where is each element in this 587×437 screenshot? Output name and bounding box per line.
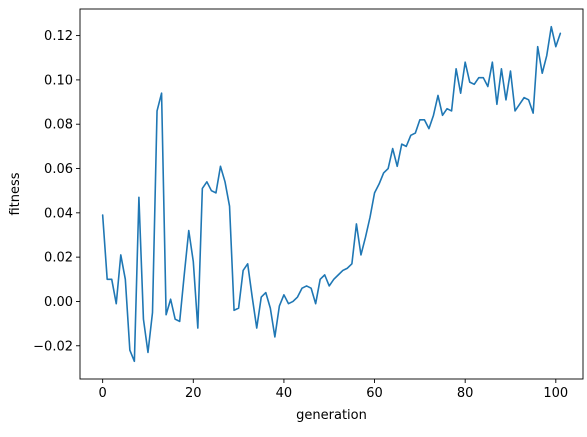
y-tick-label: −0.02 (33, 339, 73, 354)
x-tick-label: 0 (99, 386, 107, 401)
y-tick-label: 0.12 (44, 29, 73, 44)
x-tick-label: 20 (185, 386, 202, 401)
x-axis-ticks: 0 20 40 60 80 100 (99, 379, 568, 401)
y-tick-label: 0.08 (44, 118, 73, 133)
y-tick-label: 0.00 (44, 295, 73, 310)
x-tick-label: 100 (543, 386, 568, 401)
y-axis-ticks: −0.02 0.00 0.02 0.04 0.06 0.08 0.10 0.12 (33, 29, 80, 354)
y-axis-label: fitness (8, 172, 23, 215)
x-axis-label: generation (296, 408, 367, 423)
x-tick-label: 60 (366, 386, 383, 401)
x-tick-label: 80 (457, 386, 474, 401)
x-tick-label: 40 (276, 386, 293, 401)
plot-frame (79, 8, 584, 380)
series-line-0 (101, 25, 562, 363)
y-tick-label: 0.10 (44, 73, 73, 88)
y-tick-label: 0.04 (44, 206, 73, 221)
y-tick-label: 0.06 (44, 162, 73, 177)
y-tick-label: 0.02 (44, 251, 73, 266)
series-layer (101, 25, 562, 363)
